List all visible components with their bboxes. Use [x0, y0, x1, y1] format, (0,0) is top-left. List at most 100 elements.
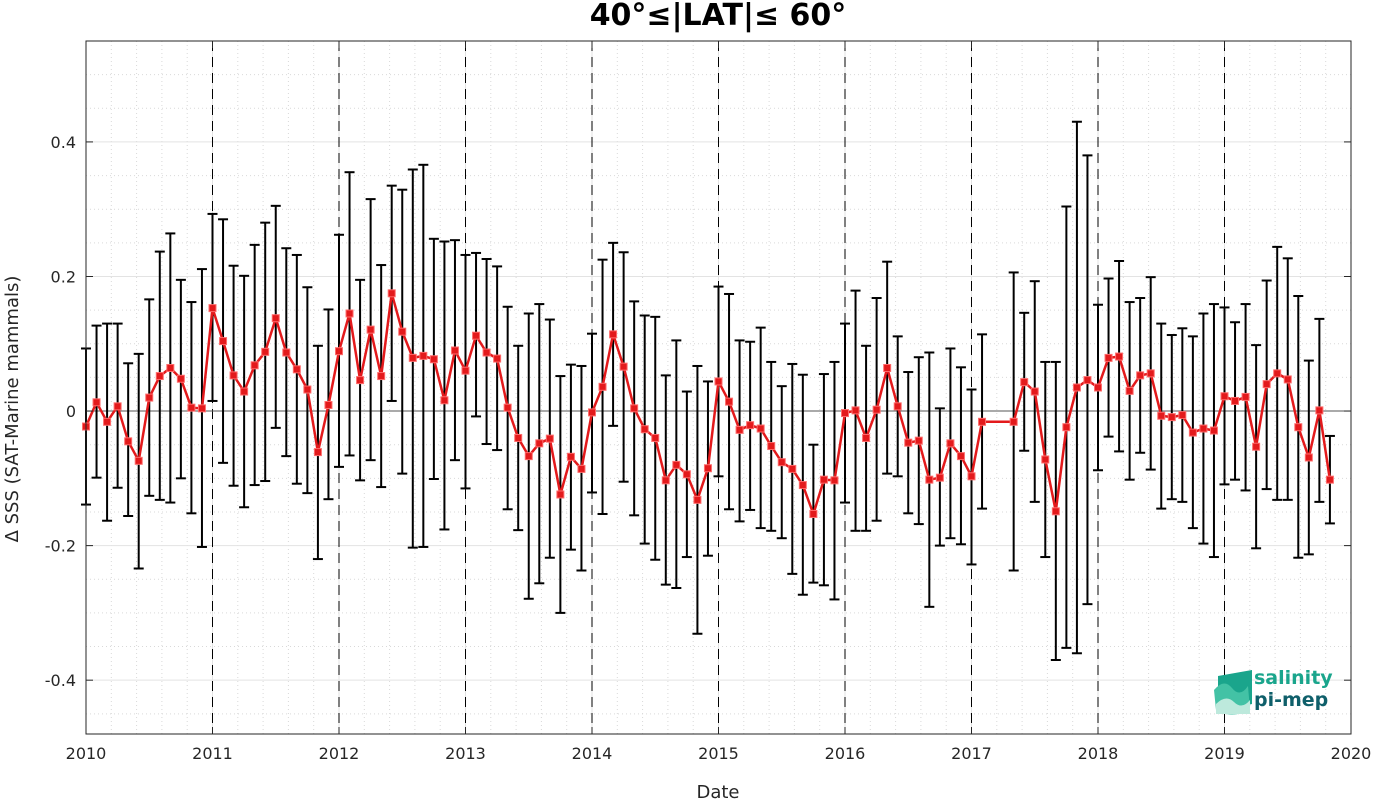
data-point — [883, 363, 892, 372]
data-point — [756, 424, 765, 433]
data-point — [577, 464, 586, 473]
series-markers — [82, 289, 1334, 518]
y-tick-label: 0 — [66, 402, 76, 421]
x-tick-label: 2019 — [1204, 744, 1245, 763]
data-point — [1294, 423, 1303, 432]
x-tick-label: 2020 — [1331, 744, 1372, 763]
logo-line1: salinity — [1254, 667, 1333, 689]
logo-line2: pi-mep — [1254, 689, 1328, 711]
data-point — [1209, 426, 1218, 435]
data-point — [166, 363, 175, 372]
data-point — [1157, 411, 1166, 420]
data-point — [935, 473, 944, 482]
data-point — [1051, 507, 1060, 516]
data-point — [725, 397, 734, 406]
data-point — [176, 374, 185, 383]
data-point — [461, 366, 470, 375]
salinity-pi-mep-logo: salinity pi-mep — [1214, 667, 1333, 715]
x-tick-label: 2018 — [1078, 744, 1119, 763]
data-point — [1072, 383, 1081, 392]
data-point — [197, 404, 206, 413]
data-point — [1020, 378, 1029, 387]
year-dividers — [212, 41, 1225, 734]
data-point — [124, 437, 133, 446]
data-point — [1094, 383, 1102, 392]
data-point — [429, 355, 438, 364]
data-point — [893, 402, 902, 411]
data-point — [1041, 455, 1050, 464]
data-point — [630, 404, 639, 413]
y-tick-label: 0.2 — [51, 267, 76, 286]
data-point — [619, 362, 628, 371]
data-point — [387, 289, 396, 298]
data-point — [1220, 392, 1229, 401]
data-point — [872, 405, 881, 414]
data-point — [1231, 396, 1240, 405]
x-axis-label: Date — [696, 782, 739, 801]
data-point — [303, 385, 312, 394]
data-point — [1199, 424, 1208, 433]
data-point — [535, 439, 544, 448]
y-tick-label: -0.2 — [45, 537, 76, 556]
data-point — [313, 448, 322, 457]
data-point — [588, 408, 596, 417]
data-point — [1252, 442, 1261, 451]
data-point — [335, 347, 343, 356]
x-tick-label: 2014 — [572, 744, 613, 763]
data-point — [862, 433, 871, 442]
data-point — [472, 331, 481, 340]
data-point — [219, 337, 228, 346]
data-point — [1030, 387, 1039, 396]
data-point — [1146, 369, 1155, 378]
data-point — [1136, 371, 1145, 380]
data-point — [967, 472, 976, 481]
data-point — [1009, 417, 1018, 426]
data-point — [145, 393, 154, 402]
chart-title: 40°≤|LAT|≤ 60° — [590, 0, 847, 33]
x-tick-label: 2017 — [951, 744, 992, 763]
data-point — [1325, 475, 1334, 484]
data-point — [1062, 423, 1071, 432]
data-point — [809, 509, 818, 518]
data-point — [746, 421, 755, 430]
data-point — [398, 327, 407, 336]
data-point — [1178, 411, 1187, 420]
data-point — [282, 348, 291, 357]
data-point — [1304, 453, 1313, 462]
x-tick-label: 2010 — [66, 744, 107, 763]
data-point — [493, 354, 502, 363]
data-point — [545, 434, 554, 443]
data-point — [682, 470, 691, 479]
data-point — [524, 452, 533, 461]
data-point — [1115, 352, 1124, 361]
data-point — [250, 361, 259, 370]
data-point — [345, 309, 354, 318]
logo-wave-icon — [1214, 670, 1252, 715]
data-point — [271, 314, 280, 323]
data-point — [1083, 376, 1092, 385]
data-point — [503, 403, 512, 412]
data-point — [514, 433, 523, 442]
data-point — [609, 330, 618, 339]
data-point — [1273, 369, 1282, 378]
data-point — [851, 406, 860, 415]
y-tick-label: -0.4 — [45, 671, 76, 690]
x-tick-labels: 2010 2011 2012 2013 2014 2015 2016 2017 2018 2019… — [66, 744, 1372, 763]
data-point — [1315, 406, 1324, 415]
x-tick-label: 2013 — [445, 744, 486, 763]
data-point — [640, 425, 649, 434]
data-point — [819, 475, 828, 484]
data-point — [208, 304, 217, 313]
data-point — [292, 365, 301, 374]
data-point — [714, 377, 723, 386]
data-point — [155, 372, 164, 381]
data-point — [956, 452, 965, 461]
data-point — [92, 398, 101, 407]
y-tick-labels: 0.4 0.2 0 -0.2 -0.4 — [45, 133, 76, 690]
data-point — [377, 372, 386, 381]
data-point — [324, 400, 333, 409]
data-point — [703, 464, 712, 473]
data-point — [408, 353, 417, 362]
data-point — [261, 347, 270, 356]
data-point — [440, 396, 449, 405]
